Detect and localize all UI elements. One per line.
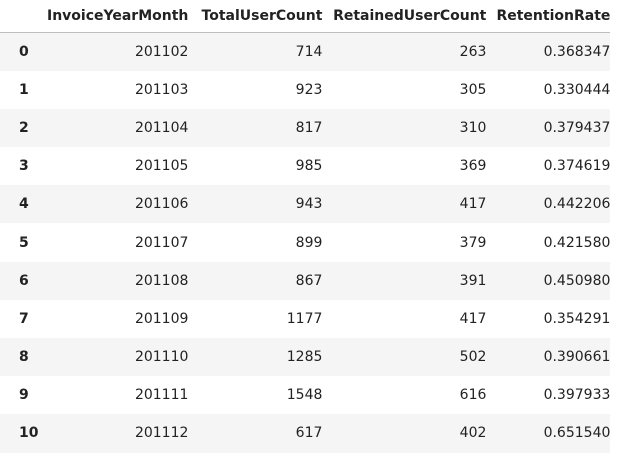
cell-total-user-count: 1177 [286,310,323,327]
cell-retention-rate: 0.354291 [543,310,611,327]
cell-total-user-count: 617 [295,425,323,442]
cell-retention-rate: 0.421580 [543,234,611,251]
cell-invoice-year-month: 201103 [134,81,189,98]
cell-total-user-count: 1548 [286,387,323,404]
cell-retention-rate: 0.397933 [543,387,611,404]
cell-total-user-count: 985 [295,158,323,175]
row-index: 4 [19,196,29,213]
row-index: 7 [19,310,29,327]
row-index: 3 [19,158,29,175]
table-row: 1 201103 923 305 0.330444 [0,71,610,109]
table-row: 0 201102 714 263 0.368347 [0,32,611,71]
row-index: 9 [19,387,29,404]
cell-invoice-year-month: 201104 [134,119,189,136]
cell-retention-rate: 0.379437 [543,119,611,136]
header-row: InvoiceYearMonth TotalUserCount Retained… [0,0,611,33]
cell-invoice-year-month: 201107 [134,234,189,251]
row-index: 5 [19,234,29,251]
row-index: 6 [19,272,29,289]
dataframe-table: InvoiceYearMonth TotalUserCount Retained… [0,0,611,453]
cell-total-user-count: 943 [295,196,323,213]
row-index: 8 [19,349,29,366]
cell-retention-rate: 0.330444 [543,81,611,98]
row-index: 0 [19,43,29,60]
cell-retention-rate: 0.450980 [543,272,611,289]
row-index: 1 [19,81,29,98]
table-row: 3 201105 985 369 0.374619 [0,147,610,185]
cell-retained-user-count: 417 [459,196,487,213]
cell-retained-user-count: 502 [459,349,487,366]
cell-invoice-year-month: 201106 [134,196,189,213]
column-header-total-user-count: TotalUserCount [188,0,323,33]
table-row: 4 201106 943 417 0.442206 [0,185,611,224]
cell-retained-user-count: 379 [459,234,487,251]
cell-total-user-count: 1285 [286,349,323,366]
cell-invoice-year-month: 201110 [134,349,189,366]
cell-retained-user-count: 263 [459,43,487,60]
cell-total-user-count: 714 [295,43,323,60]
column-header-retained-user-count: RetainedUserCount [322,0,487,33]
table-row: 8 201110 1285 502 0.390661 [0,338,611,377]
table-header: InvoiceYearMonth TotalUserCount Retained… [0,0,611,33]
column-header-invoice-year-month: InvoiceYearMonth [47,0,189,33]
cell-retained-user-count: 305 [459,81,487,98]
table-row: 5 201107 899 379 0.421580 [0,223,610,261]
cell-invoice-year-month: 201111 [134,387,189,404]
cell-total-user-count: 867 [295,272,323,289]
cell-total-user-count: 899 [295,234,323,251]
cell-retained-user-count: 417 [459,310,487,327]
row-index: 10 [19,425,39,442]
cell-retention-rate: 0.374619 [543,158,611,175]
column-header-retention-rate: RetentionRate [486,0,611,33]
table-body: 0 201102 714 263 0.368347 1 201103 923 305 0.3304… [0,32,611,453]
row-index: 2 [19,119,29,136]
table-row: 7 201109 1177 417 0.354291 [0,300,610,338]
cell-retention-rate: 0.368347 [543,43,611,60]
table-row: 10 201112 617 402 0.651540 [0,414,611,453]
cell-retained-user-count: 310 [459,119,487,136]
cell-invoice-year-month: 201109 [134,310,189,327]
cell-retention-rate: 0.390661 [543,349,611,366]
table-row: 2 201104 817 310 0.379437 [0,108,611,148]
index-header [0,0,47,33]
cell-total-user-count: 923 [295,81,323,98]
cell-invoice-year-month: 201105 [134,158,189,175]
cell-total-user-count: 817 [295,119,323,136]
cell-retained-user-count: 616 [459,387,487,404]
cell-retained-user-count: 369 [459,158,487,175]
cell-retained-user-count: 391 [459,272,487,289]
cell-invoice-year-month: 201112 [134,425,189,442]
cell-retention-rate: 0.651540 [543,425,611,442]
table-row: 9 201111 1548 616 0.397933 [0,376,610,414]
cell-retention-rate: 0.442206 [543,196,611,213]
cell-invoice-year-month: 201108 [134,272,189,289]
cell-retained-user-count: 402 [459,425,487,442]
cell-invoice-year-month: 201102 [134,43,189,60]
table-row: 6 201108 867 391 0.450980 [0,261,611,300]
